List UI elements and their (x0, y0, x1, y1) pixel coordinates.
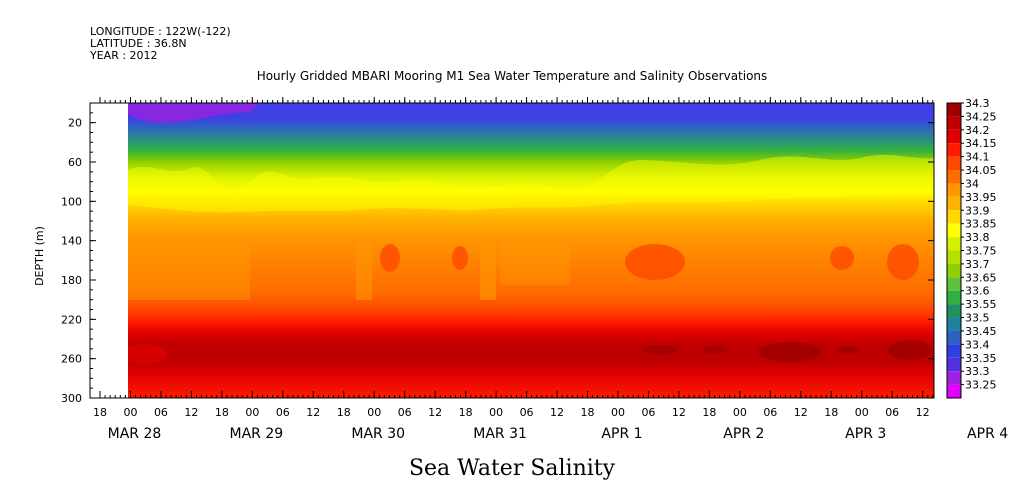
colorbar-label: 33.7 (965, 258, 990, 271)
colorbar-swatch (947, 344, 961, 358)
latitude-label: LATITUDE : 36.8N (90, 37, 187, 50)
colorbar-label: 34.15 (965, 137, 997, 150)
colorbar-swatch (947, 330, 961, 345)
colorbar-swatch (947, 237, 961, 251)
colorbar-swatch (947, 384, 961, 398)
x-hour-label: 18 (215, 406, 229, 419)
colorbar-swatch (947, 290, 961, 305)
y-axis-label: DEPTH (m) (33, 226, 46, 286)
colorbar-swatch (947, 357, 961, 372)
y-tick-label: 60 (68, 156, 82, 169)
colorbar-label: 33.95 (965, 191, 997, 204)
colorbar-swatch (947, 196, 961, 211)
colorbar-label: 34.2 (965, 124, 990, 137)
x-hour-label: 18 (581, 406, 595, 419)
colorbar-swatch (947, 210, 961, 224)
colorbar-swatch (947, 277, 961, 291)
colorbar-label: 33.65 (965, 271, 997, 284)
colorbar-swatch (947, 304, 961, 318)
x-date-label: APR 4 (967, 426, 1008, 442)
y-tick-label: 20 (68, 117, 82, 130)
colorbar-label: 34.3 (965, 97, 990, 110)
colorbar-label: 34.25 (965, 110, 997, 123)
colorbar-label: 33.6 (965, 285, 990, 298)
x-hour-label: 18 (337, 406, 351, 419)
colorbar-label: 33.8 (965, 231, 990, 244)
x-date-label: MAR 28 (108, 426, 162, 442)
colorbar-swatch (947, 129, 961, 144)
y-tick-label: 220 (61, 313, 82, 326)
x-hour-label: 12 (550, 406, 564, 419)
colorbar-swatch (947, 223, 961, 238)
y-tick-label: 300 (61, 392, 82, 405)
x-hour-label: 18 (93, 406, 107, 419)
x-hour-label: 18 (702, 406, 716, 419)
x-hour-label: 00 (367, 406, 381, 419)
colorbar-label: 33.75 (965, 245, 997, 258)
x-date-label: MAR 29 (230, 426, 284, 442)
y-tick-label: 100 (61, 195, 82, 208)
x-hour-label: 18 (824, 406, 838, 419)
x-hour-label: 12 (916, 406, 930, 419)
x-date-label: APR 1 (601, 426, 642, 442)
colorbar-label: 33.9 (965, 204, 990, 217)
x-date-label: MAR 31 (473, 426, 527, 442)
x-hour-label: 00 (245, 406, 259, 419)
colorbar-label: 33.25 (965, 379, 997, 392)
y-tick-label: 260 (61, 353, 82, 366)
x-hour-label: 00 (123, 406, 137, 419)
x-hour-label: 00 (611, 406, 625, 419)
x-axis-title: Sea Water Salinity (409, 456, 616, 481)
axes: 20 60 100 140 180 220 260 300 18 00 06 12 18 00 06 12 18… (61, 97, 1008, 442)
x-hour-label: 12 (672, 406, 686, 419)
salinity-features (128, 103, 934, 364)
colorbar-label: 34.05 (965, 164, 997, 177)
x-hour-label: 06 (276, 406, 290, 419)
x-hour-label: 12 (794, 406, 808, 419)
x-hour-label: 06 (154, 406, 168, 419)
colorbar-label: 33.45 (965, 325, 997, 338)
colorbar-swatch (947, 116, 961, 130)
colorbar-label: 33.4 (965, 338, 990, 351)
colorbar-swatch (947, 156, 961, 171)
x-hour-label: 00 (733, 406, 747, 419)
colorbar-label: 34 (965, 177, 979, 190)
x-hour-label: 06 (520, 406, 534, 419)
x-date-label: APR 2 (723, 426, 764, 442)
y-tick-label: 140 (61, 235, 82, 248)
x-hour-label: 18 (459, 406, 473, 419)
x-hour-label: 12 (184, 406, 198, 419)
x-hour-label: 00 (489, 406, 503, 419)
longitude-label: LONGITUDE : 122W(-122) (90, 25, 231, 38)
colorbar-swatch (947, 250, 961, 264)
colorbar-swatch (947, 103, 961, 117)
colorbar-swatch (947, 170, 961, 184)
x-hour-label: 06 (885, 406, 899, 419)
x-hour-label: 12 (306, 406, 320, 419)
x-hour-label: 06 (641, 406, 655, 419)
colorbar-swatch (947, 143, 961, 157)
colorbar-label: 33.35 (965, 352, 997, 365)
colorbar-label: 34.1 (965, 151, 990, 164)
year-label: YEAR : 2012 (89, 49, 158, 62)
colorbar-swatch (947, 371, 961, 385)
colorbar-swatch (947, 317, 961, 331)
chart-title: Hourly Gridded MBARI Mooring M1 Sea Wate… (257, 69, 768, 83)
colorbar-swatch (947, 183, 961, 197)
salinity-field (128, 103, 934, 398)
x-date-label: MAR 30 (351, 426, 405, 442)
x-hour-label: 00 (855, 406, 869, 419)
colorbar: 34.334.2534.234.1534.134.053433.9533.933… (946, 97, 997, 399)
colorbar-swatch (947, 263, 961, 278)
x-hour-label: 06 (398, 406, 412, 419)
x-hour-label: 12 (428, 406, 442, 419)
colorbar-label: 33.85 (965, 218, 997, 231)
colorbar-label: 33.5 (965, 312, 990, 325)
x-date-label: APR 3 (845, 426, 886, 442)
x-hour-label: 06 (763, 406, 777, 419)
colorbar-label: 33.55 (965, 298, 997, 311)
y-tick-label: 180 (61, 274, 82, 287)
colorbar-label: 33.3 (965, 365, 990, 378)
